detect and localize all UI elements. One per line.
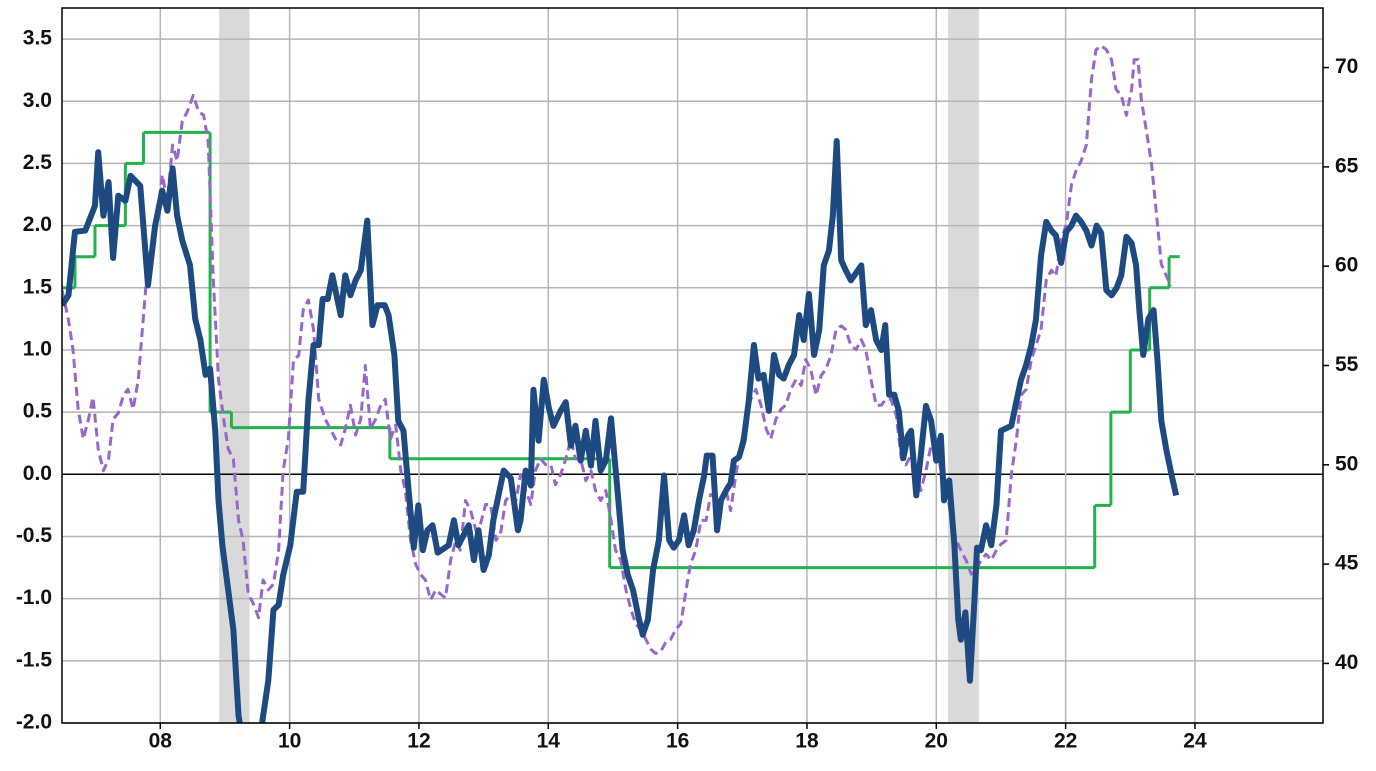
axis-labels: -2.0 -1.5 -1.0 -0.5 0.0 0.5 1.0 1.5 2.0 2.5 3.0 3.5…: [16, 27, 1359, 753]
step-riser: [73, 132, 1171, 568]
y-tick-label: 1.5: [23, 275, 53, 298]
y-tick-label: 3.5: [23, 27, 53, 50]
y-tick-label: 2.0: [23, 213, 52, 236]
y-tick-label: 0.0: [23, 462, 52, 485]
plot-lines: [62, 44, 1180, 723]
y2-tick-label: 55: [1335, 353, 1359, 376]
x-tick-label: 16: [666, 730, 689, 753]
y2-tick-label: 50: [1335, 452, 1358, 475]
y-tick-label: 1.0: [23, 338, 52, 361]
y-tick-label: -2.0: [16, 711, 52, 734]
x-tick-label: 24: [1183, 730, 1207, 753]
y-tick-label: 2.5: [23, 151, 53, 174]
y2-tick-label: 40: [1335, 651, 1358, 674]
plot-background: [62, 8, 1323, 724]
series-line: [62, 138, 1180, 723]
y2-tick-label: 45: [1335, 552, 1359, 575]
series-line: [62, 44, 1173, 655]
x-tick-label: 10: [278, 730, 301, 753]
x-tick-label: 22: [1054, 730, 1077, 753]
plot-frame: [61, 7, 1324, 724]
x-tick-label: 14: [537, 730, 561, 753]
x-tick-label: 08: [149, 730, 173, 753]
y-tick-label: 0.5: [23, 400, 53, 423]
x-tick-label: 12: [407, 730, 430, 753]
y-tick-label: -1.5: [16, 648, 53, 671]
y2-tick-label: 60: [1335, 254, 1358, 277]
y2-tick-label: 70: [1335, 55, 1358, 78]
x-tick-label: 18: [795, 730, 819, 753]
y-tick-label: -0.5: [16, 524, 53, 547]
y2-tick-label: 65: [1335, 154, 1359, 177]
y-tick-label: 3.0: [23, 89, 52, 112]
x-tick-label: 20: [925, 730, 948, 753]
y-tick-label: -1.0: [16, 586, 52, 609]
shaded-period: [219, 8, 250, 723]
